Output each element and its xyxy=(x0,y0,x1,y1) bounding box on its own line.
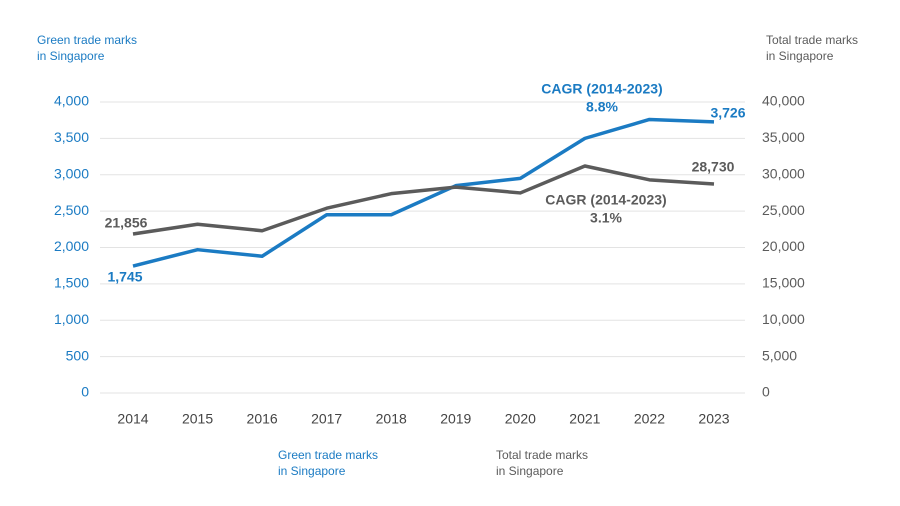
annotation: 3.1% xyxy=(590,210,622,226)
x-tick-label: 2018 xyxy=(376,411,407,427)
y-tick-label: 3,500 xyxy=(54,129,89,145)
x-tick-label: 2020 xyxy=(505,411,536,427)
y2-tick-label: 10,000 xyxy=(762,311,805,327)
y2-axis-label: Total trade marks in Singapore xyxy=(766,33,859,63)
data-label: 3,726 xyxy=(710,105,745,121)
x-tick-label: 2016 xyxy=(247,411,278,427)
x-tick-label: 2021 xyxy=(569,411,600,427)
y-tick-label: 1,000 xyxy=(54,311,89,327)
annotation: 8.8% xyxy=(586,99,618,115)
x-tick-label: 2017 xyxy=(311,411,342,427)
annotation: CAGR (2014-2023) xyxy=(541,81,662,97)
legend-entry: Total trade marks in Singapore xyxy=(496,448,589,478)
y-tick-label: 1,500 xyxy=(54,275,89,291)
y2-tick-label: 20,000 xyxy=(762,238,805,254)
y-tick-label: 2,500 xyxy=(54,202,89,218)
legend-entry: Green trade marks in Singapore xyxy=(278,448,379,478)
annotation: CAGR (2014-2023) xyxy=(545,192,666,208)
y-tick-label: 3,000 xyxy=(54,165,89,181)
y2-tick-label: 25,000 xyxy=(762,202,805,218)
x-tick-label: 2019 xyxy=(440,411,471,427)
y2-tick-label: 40,000 xyxy=(762,93,805,109)
x-tick-label: 2014 xyxy=(117,411,148,427)
data-label: 21,856 xyxy=(105,215,148,231)
y2-tick-label: 0 xyxy=(762,384,770,400)
y-tick-label: 4,000 xyxy=(54,93,89,109)
line xyxy=(132,164,715,236)
y-tick-label: 0 xyxy=(81,384,89,400)
y2-tick-label: 5,000 xyxy=(762,347,797,363)
x-tick-label: 2015 xyxy=(182,411,213,427)
data-label: 1,745 xyxy=(107,269,142,285)
y-axis-label: Green trade marks in Singapore xyxy=(37,33,138,63)
x-tick-label: 2022 xyxy=(634,411,665,427)
y-tick-label: 500 xyxy=(66,347,90,363)
y2-tick-label: 35,000 xyxy=(762,129,805,145)
data-label: 28,730 xyxy=(692,159,735,175)
y2-tick-label: 30,000 xyxy=(762,165,805,181)
y2-tick-label: 15,000 xyxy=(762,275,805,291)
x-tick-label: 2023 xyxy=(698,411,729,427)
y-tick-label: 2,000 xyxy=(54,238,89,254)
line xyxy=(132,117,715,268)
